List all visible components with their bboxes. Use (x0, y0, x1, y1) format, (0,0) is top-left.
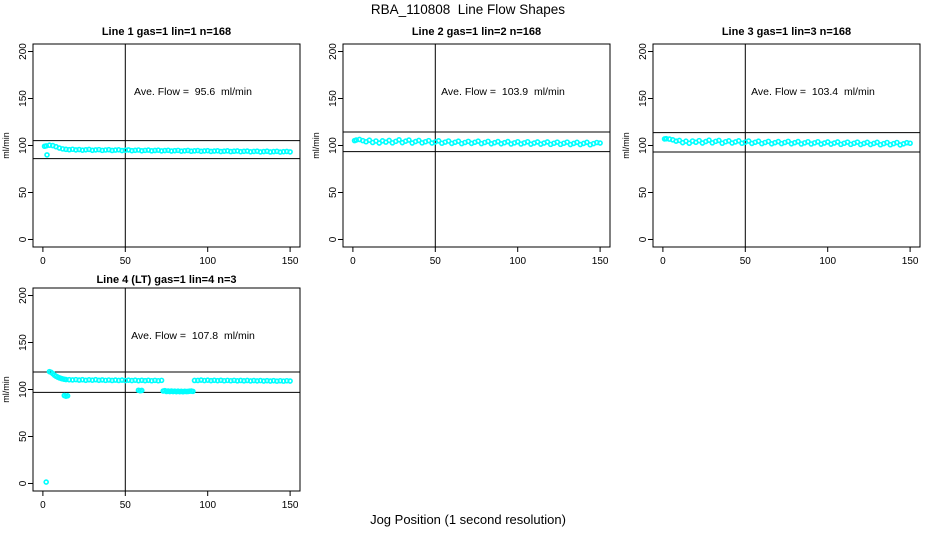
x-tick-label: 50 (120, 256, 132, 267)
y-tick-label: 0 (18, 480, 29, 486)
y-axis-title: ml/min (1, 132, 11, 159)
x-axis: 0 50 100 150 (40, 491, 299, 511)
reference-lines (343, 131, 610, 153)
x-tick-label: 100 (199, 256, 216, 267)
x-tick-label: 50 (120, 500, 132, 511)
x-axis-title: Jog Position (1 second resolution) (370, 512, 566, 527)
x-axis: 0 50 100 150 (660, 247, 919, 267)
y-tick-label: 200 (638, 43, 649, 60)
y-axis: 0 50 100 150 200 (18, 287, 33, 486)
y-tick-label: 150 (638, 90, 649, 107)
y-tick-label: 200 (18, 287, 29, 304)
ave-flow-annotation-line-4: Ave. Flow = 107.8 ml/min (131, 330, 255, 342)
flow-scatter-plot-line-2: 0 50 100 150 0 50 100 150 200 ml/min (311, 43, 611, 267)
data-points (661, 135, 913, 148)
y-tick-label: 200 (328, 43, 339, 60)
plot-box (652, 43, 921, 248)
y-tick-label: 0 (18, 236, 29, 242)
y-tick-label: 0 (328, 236, 339, 242)
x-tick-label: 150 (592, 256, 609, 267)
y-tick-label: 50 (18, 430, 29, 442)
x-tick-label: 0 (660, 256, 666, 267)
x-tick-label: 100 (509, 256, 526, 267)
x-tick-label: 0 (350, 256, 356, 267)
y-axis: 0 50 100 150 200 (328, 43, 343, 242)
plot-box (32, 43, 301, 248)
x-axis: 0 50 100 150 (40, 247, 299, 267)
y-tick-label: 100 (18, 381, 29, 398)
ave-flow-annotation-line-3: Ave. Flow = 103.4 ml/min (751, 86, 875, 98)
x-tick-label: 100 (819, 256, 836, 267)
y-tick-label: 100 (328, 137, 339, 154)
panel-title-line-2: Line 2 gas=1 lin=2 n=168 (411, 26, 542, 38)
panel-title-line-4: Line 4 (LT) gas=1 lin=4 n=3 (96, 274, 237, 286)
flow-scatter-plot-line-1: 0 50 100 150 0 50 100 150 200 ml/min (1, 43, 301, 267)
data-points (43, 368, 293, 485)
y-axis-title: ml/min (1, 376, 11, 403)
ave-flow-annotation-line-1: Ave. Flow = 95.6 ml/min (134, 86, 252, 98)
plot-box (342, 43, 611, 248)
data-points (351, 136, 603, 148)
x-tick-label: 50 (430, 256, 442, 267)
x-axis: 0 50 100 150 (350, 247, 609, 267)
x-tick-label: 0 (40, 500, 46, 511)
y-tick-label: 100 (638, 137, 649, 154)
y-tick-label: 50 (18, 186, 29, 198)
panel-title-line-3: Line 3 gas=1 lin=3 n=168 (721, 26, 852, 38)
panel-title-line-1: Line 1 gas=1 lin=1 n=168 (101, 26, 232, 38)
y-tick-label: 150 (18, 334, 29, 351)
y-tick-label: 50 (328, 186, 339, 198)
x-tick-label: 0 (40, 256, 46, 267)
x-tick-label: 150 (902, 256, 919, 267)
y-tick-label: 0 (638, 236, 649, 242)
y-tick-label: 150 (18, 90, 29, 107)
flow-scatter-plot-line-3: 0 50 100 150 0 50 100 150 200 ml/min (621, 43, 921, 267)
y-tick-label: 200 (18, 43, 29, 60)
x-tick-label: 100 (199, 500, 216, 511)
x-tick-label: 150 (282, 500, 299, 511)
y-axis: 0 50 100 150 200 (18, 43, 33, 242)
page-title: RBA_110808 Line Flow Shapes (370, 2, 566, 17)
y-axis-title: ml/min (621, 132, 631, 159)
ave-flow-annotation-line-2: Ave. Flow = 103.9 ml/min (441, 86, 565, 98)
x-tick-label: 150 (282, 256, 299, 267)
data-points (41, 142, 293, 158)
y-tick-label: 100 (18, 137, 29, 154)
y-axis-title: ml/min (311, 132, 321, 159)
y-tick-label: 50 (638, 186, 649, 198)
flow-scatter-plot-line-4: 0 50 100 150 0 50 100 150 200 ml/min (1, 287, 301, 511)
x-tick-label: 50 (740, 256, 752, 267)
reference-lines (33, 140, 300, 160)
y-axis: 0 50 100 150 200 (638, 43, 653, 242)
y-tick-label: 150 (328, 90, 339, 107)
reference-lines (653, 132, 920, 153)
